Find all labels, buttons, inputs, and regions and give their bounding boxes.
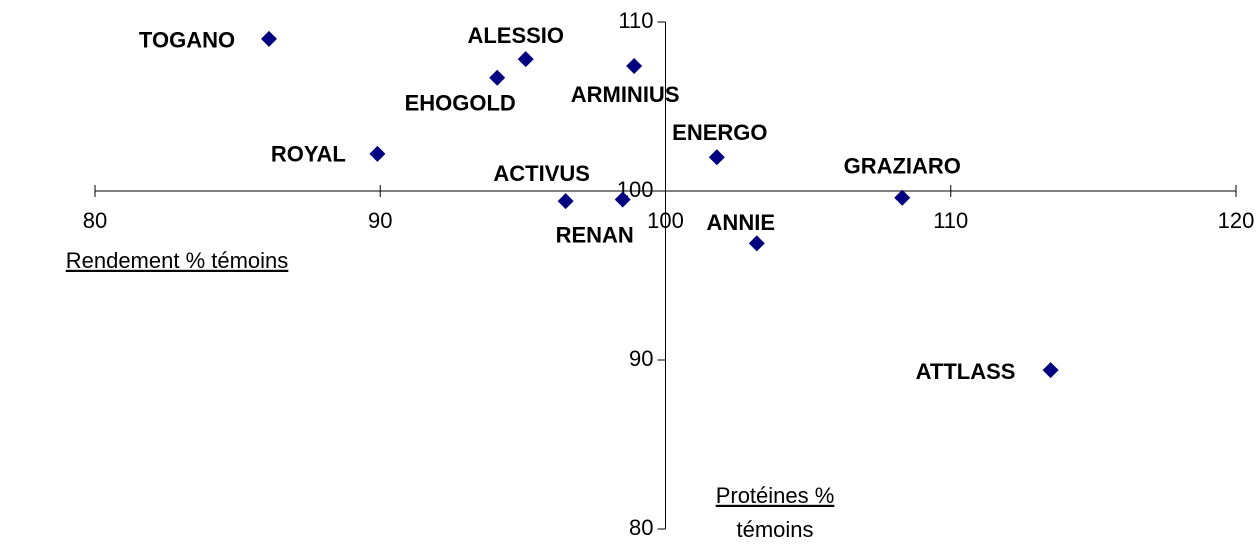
point — [626, 57, 643, 74]
point — [894, 189, 911, 206]
x-tick-label: 120 — [1218, 208, 1255, 233]
point-label: ROYAL — [271, 142, 346, 167]
axis-title: Rendement % témoins — [66, 248, 289, 273]
y-tick-label: 90 — [629, 346, 653, 371]
point-label: EHOGOLD — [405, 91, 516, 116]
point-label: ACTIVUS — [493, 161, 590, 186]
point-label: GRAZIARO — [844, 154, 961, 179]
axis-title: témoins — [736, 517, 813, 542]
point — [489, 69, 506, 86]
axis-title: Protéines % — [716, 483, 835, 508]
point-label: TOGANO — [139, 28, 235, 53]
x-tick-label: 90 — [368, 208, 392, 233]
point — [1042, 362, 1059, 379]
point — [517, 51, 534, 68]
x-tick-label: 100 — [647, 208, 684, 233]
point — [614, 191, 631, 208]
y-tick-label: 110 — [618, 8, 653, 33]
point-label: ANNIE — [707, 210, 775, 235]
x-tick-label: 110 — [933, 208, 968, 233]
point-label: ATTLASS — [916, 359, 1016, 384]
point-label: ARMINIUS — [571, 82, 680, 107]
point — [708, 149, 725, 166]
point-label: ENERGO — [672, 120, 767, 145]
point-label: RENAN — [556, 222, 634, 247]
point — [557, 193, 574, 210]
point-label: ALESSIO — [467, 23, 564, 48]
point — [369, 145, 386, 162]
x-tick-label: 80 — [83, 208, 107, 233]
point — [748, 235, 765, 252]
y-tick-label: 80 — [629, 515, 653, 540]
point — [261, 30, 278, 47]
